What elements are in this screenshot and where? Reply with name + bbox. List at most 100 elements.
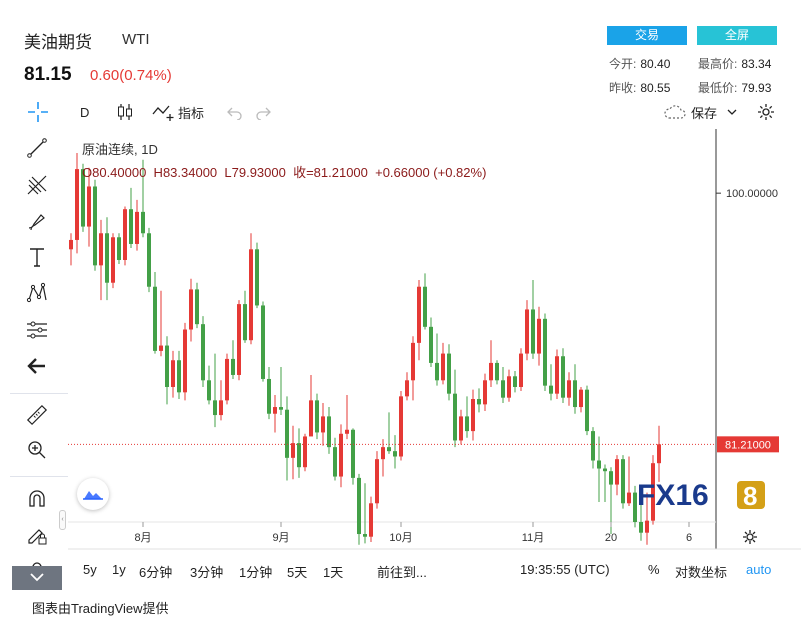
candle [141, 159, 145, 238]
clock-time[interactable]: 19:35:55 (UTC) [520, 562, 610, 577]
candle [195, 282, 199, 329]
candle-body [315, 400, 319, 433]
candle [489, 340, 493, 387]
sidebar-scroll-handle[interactable]: ‹ [59, 510, 66, 530]
y-tick-label: 100.00000 [726, 188, 778, 200]
instrument-name: 美油期货 [24, 33, 92, 52]
range-1d[interactable]: 1天 [323, 565, 344, 580]
candle [255, 242, 259, 309]
candle [465, 396, 469, 438]
candle [405, 372, 409, 401]
range-5y[interactable]: 5y [83, 562, 97, 577]
candle-body [591, 431, 595, 461]
range-1y[interactable]: 1y [112, 562, 126, 577]
candle [507, 369, 511, 402]
candle [153, 272, 157, 354]
candle [369, 496, 373, 543]
range-5d[interactable]: 5天 [287, 565, 308, 580]
candle-body [225, 358, 229, 401]
candle [171, 350, 175, 398]
fx168-logo: FX16 8 [637, 479, 765, 512]
tradingview-logo[interactable] [77, 478, 109, 510]
candle [483, 373, 487, 412]
magnet-tool[interactable] [22, 486, 52, 516]
footer-credit: 图表由TradingView提供 [32, 601, 169, 616]
zoom-tool[interactable] [22, 437, 52, 467]
legend-ohlc: O80.40000 H83.34000 L79.93000 收=81.21000… [82, 165, 486, 180]
candle [627, 456, 631, 506]
candle-body [363, 534, 367, 537]
candle-body [657, 444, 661, 464]
goto-date-button[interactable]: 前往到... [377, 565, 427, 580]
measure-tool[interactable] [22, 317, 52, 347]
indicators-button[interactable]: 指标 [151, 99, 204, 125]
candle [87, 167, 91, 247]
candle-body [489, 362, 493, 381]
candle [531, 280, 535, 359]
collapse-toolbar-button[interactable] [12, 566, 62, 590]
candle-body [117, 237, 121, 260]
candle-body [633, 492, 637, 522]
x-tick-label: 8月 [134, 532, 151, 544]
candle-body [639, 522, 643, 533]
candle-body [189, 289, 193, 330]
candle-body [219, 400, 223, 416]
range-bar: 5y 1y 6分钟 3分钟 1分钟 5天 1天 前往到... 19:35:55 … [72, 558, 801, 582]
candle [159, 290, 163, 357]
axis-settings-icon [743, 530, 757, 544]
save-button[interactable]: 保存 [663, 99, 737, 125]
candle [309, 374, 313, 437]
back-tool[interactable] [22, 353, 52, 383]
ruler-tool[interactable] [22, 402, 52, 432]
candle-body [453, 393, 457, 441]
candle-body [213, 400, 217, 416]
candle [639, 504, 643, 541]
percent-toggle[interactable]: % [648, 562, 660, 577]
candle-body [81, 169, 85, 227]
candle [513, 370, 517, 393]
candle [549, 364, 553, 401]
range-6min[interactable]: 6分钟 [139, 565, 173, 580]
candle-body [267, 378, 271, 414]
sidebar-divider [10, 393, 68, 394]
open-label: 今开: [609, 57, 637, 71]
candle [291, 425, 295, 480]
lock-draw-tool[interactable] [22, 522, 52, 552]
pattern-tool[interactable] [22, 280, 52, 310]
candle-body [537, 318, 541, 354]
range-3min[interactable]: 3分钟 [190, 565, 224, 580]
fib-tool[interactable] [22, 172, 52, 202]
candle-body [519, 353, 523, 387]
open-stat: 今开: 80.40 [609, 55, 670, 72]
indicators-label: 指标 [178, 105, 205, 121]
candle-body [297, 443, 301, 468]
auto-scale-toggle[interactable]: auto [746, 562, 772, 577]
candle [387, 412, 391, 454]
candle-body [477, 399, 481, 405]
undo-button[interactable] [226, 99, 244, 125]
redo-button[interactable] [254, 99, 272, 125]
chart-type-button[interactable] [116, 99, 134, 125]
candle-body [513, 376, 517, 387]
candle [177, 350, 181, 400]
candle [393, 435, 397, 469]
candle [435, 333, 439, 386]
candle [501, 366, 505, 404]
chevron-down-icon [29, 569, 45, 587]
text-tool[interactable] [22, 244, 52, 274]
candle-body [603, 468, 607, 472]
fullscreen-button[interactable]: 全屏 [697, 26, 777, 45]
undo-icon [226, 104, 244, 120]
trade-button[interactable]: 交易 [607, 26, 687, 45]
log-scale-toggle[interactable]: 对数坐标 [675, 565, 728, 580]
candle-body [243, 304, 247, 341]
settings-button[interactable] [756, 99, 776, 125]
trendline-tool[interactable] [22, 135, 52, 165]
back-arrow-icon [27, 357, 47, 380]
interval-selector[interactable]: D [80, 104, 90, 120]
brush-tool[interactable] [22, 208, 52, 238]
crosshair-tool[interactable] [24, 99, 52, 125]
candle [147, 227, 151, 293]
range-1min[interactable]: 1分钟 [239, 565, 273, 580]
